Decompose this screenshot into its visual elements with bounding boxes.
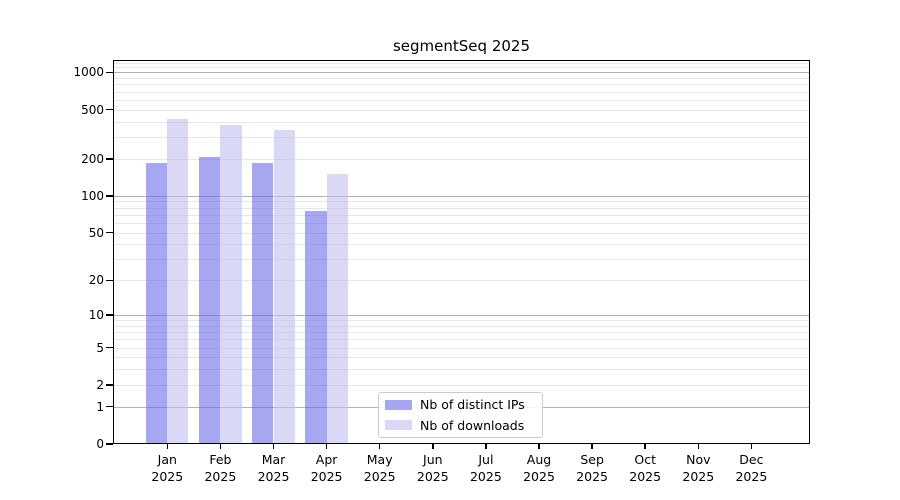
x-axis-tick	[432, 444, 434, 449]
y-axis-tick	[106, 231, 113, 234]
y-axis-tick-label: 0	[96, 437, 104, 451]
y-axis-tick	[106, 314, 113, 316]
x-axis-tick-label: Nov 2025	[682, 452, 715, 484]
legend-swatch-downloads	[385, 420, 412, 431]
gridline-minor	[113, 369, 810, 371]
y-axis-tick	[106, 71, 113, 74]
plot-area: Nb of distinct IPs Nb of downloads	[113, 60, 810, 444]
gridline-minor	[113, 78, 810, 80]
gridline-minor	[113, 339, 810, 341]
x-axis-tick	[697, 444, 700, 449]
y-axis-tick-label: 20	[88, 273, 104, 288]
y-axis-tick	[106, 158, 113, 160]
x-axis-tick	[325, 444, 328, 449]
legend-swatch-distinct-ips	[385, 399, 412, 410]
x-axis-tick-label: Sep 2025	[576, 452, 608, 484]
gridline-minor	[113, 67, 810, 69]
gridline-minor	[113, 214, 810, 216]
gridline-minor	[113, 84, 810, 86]
legend: Nb of distinct IPs Nb of downloads	[378, 392, 543, 438]
y-axis-tick	[106, 405, 113, 408]
x-axis-tick	[538, 444, 540, 449]
gridline-minor	[113, 99, 810, 101]
y-axis-tick-label: 500	[81, 102, 104, 117]
y-axis-tick-label: 50	[88, 225, 104, 240]
bar-downloads-apr	[326, 174, 348, 444]
gridline-minor	[113, 259, 810, 261]
x-axis-tick	[750, 444, 753, 449]
gridline-minor	[113, 244, 810, 246]
gridline-major	[113, 72, 810, 74]
x-axis-tick-label: Mar 2025	[257, 452, 290, 484]
gridline-major	[113, 315, 810, 317]
gridline-minor	[113, 158, 810, 160]
y-axis-tick-label: 5	[96, 340, 104, 355]
x-axis-tick	[485, 444, 487, 449]
gridline-minor	[113, 325, 810, 327]
y-axis-tick	[106, 443, 113, 445]
gridline-minor	[113, 91, 810, 93]
gridline-minor	[113, 62, 810, 64]
bar-distinct_ips-mar	[252, 162, 274, 444]
y-axis-tick-label: 100	[81, 188, 104, 203]
x-axis-tick-label: Jun 2025	[416, 452, 449, 484]
gridline-minor	[113, 232, 810, 234]
x-axis-tick	[219, 444, 222, 449]
bar-distinct_ips-feb	[199, 157, 221, 444]
bar-downloads-mar	[273, 130, 295, 444]
x-axis-tick-label: Apr 2025	[310, 452, 343, 484]
x-axis-tick	[591, 444, 593, 449]
gridline-minor	[113, 137, 810, 139]
y-axis-tick	[106, 108, 113, 111]
gridline-minor	[113, 222, 810, 224]
legend-item-distinct-ips: Nb of distinct IPs	[379, 395, 542, 415]
legend-label-downloads: Nb of downloads	[420, 417, 525, 433]
bar-distinct_ips-apr	[305, 211, 327, 444]
y-axis-tick	[106, 346, 113, 349]
gridline-minor	[113, 109, 810, 111]
chart-title: segmentSeq 2025	[392, 37, 530, 55]
y-axis-tick-label: 10	[88, 308, 104, 323]
y-axis-tick	[106, 279, 113, 281]
legend-label-distinct-ips: Nb of distinct IPs	[420, 397, 525, 413]
gridline-minor	[113, 280, 810, 282]
legend-item-downloads: Nb of downloads	[379, 416, 542, 436]
y-axis-tick-label: 200	[81, 151, 104, 166]
gridline-minor	[113, 320, 810, 322]
x-axis-tick	[378, 444, 381, 449]
gridline-minor	[113, 201, 810, 203]
y-axis-tick-label: 1000	[73, 65, 104, 80]
gridline-major	[113, 195, 810, 197]
x-axis-tick-label: Dec 2025	[735, 452, 768, 484]
x-axis-tick-label: Jul 2025	[469, 452, 502, 484]
gridline-minor	[113, 121, 810, 123]
x-axis-tick-label: Jan 2025	[151, 452, 184, 484]
gridline-minor	[113, 347, 810, 349]
x-axis-tick-label: Oct 2025	[629, 452, 662, 484]
gridline-minor	[113, 332, 810, 334]
y-axis-tick-label: 1	[96, 399, 104, 414]
gridline-minor	[113, 384, 810, 386]
bar-distinct_ips-jan	[146, 162, 168, 444]
x-axis-tick	[166, 444, 169, 449]
y-axis-tick-label: 2	[96, 377, 104, 392]
bar-downloads-feb	[220, 125, 242, 444]
y-axis-tick	[106, 195, 113, 197]
x-axis-tick-label: Aug 2025	[523, 452, 555, 484]
gridline-minor	[113, 357, 810, 359]
x-axis-tick-label: Feb 2025	[204, 452, 237, 484]
y-axis-tick	[106, 384, 113, 386]
x-axis-tick	[272, 444, 275, 449]
bar-downloads-jan	[167, 119, 189, 444]
x-axis-tick	[644, 444, 646, 449]
x-axis-tick-label: May 2025	[363, 452, 396, 484]
gridline-minor	[113, 207, 810, 209]
